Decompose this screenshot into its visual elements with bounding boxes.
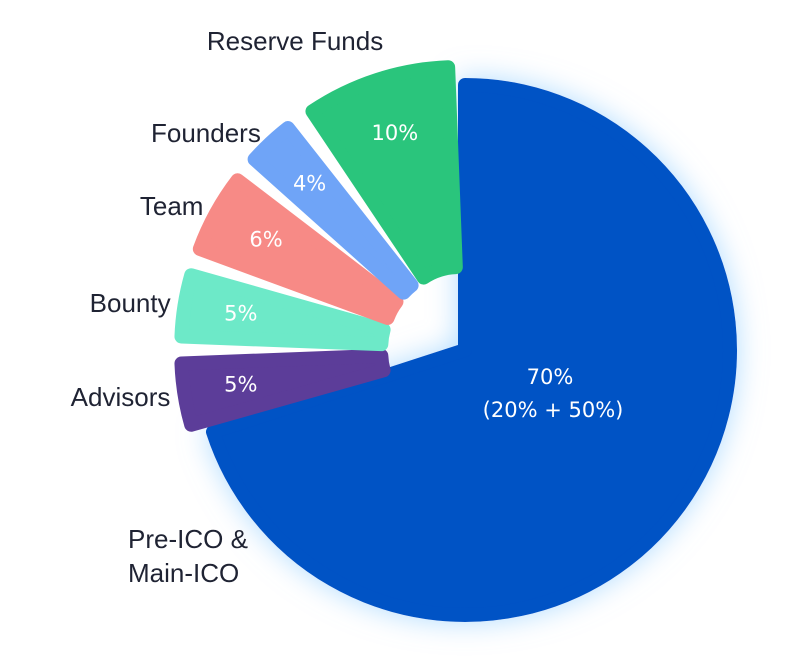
pie-slice <box>247 121 419 300</box>
pie-slice <box>174 348 391 432</box>
annotation: (20% + 50%) <box>483 398 624 422</box>
category-label: Team <box>139 191 204 222</box>
value-label: 5% <box>224 373 257 397</box>
value-label: 5% <box>224 301 257 325</box>
pie-slice <box>174 268 391 352</box>
pie-slice <box>192 173 404 325</box>
value-label: 10% <box>372 121 419 145</box>
category-label: Reserve Funds <box>206 25 384 56</box>
pie-slice <box>205 78 737 622</box>
value-label: 6% <box>249 228 282 252</box>
value-label: 70% <box>527 365 574 389</box>
value-label: 4% <box>293 172 326 196</box>
category-label: Bounty <box>89 288 171 319</box>
pie-slice <box>305 60 463 285</box>
category-label: Founders <box>151 117 261 148</box>
category-label: Advisors <box>70 381 171 412</box>
category-label: Pre-ICO & Main-ICO <box>128 524 248 588</box>
